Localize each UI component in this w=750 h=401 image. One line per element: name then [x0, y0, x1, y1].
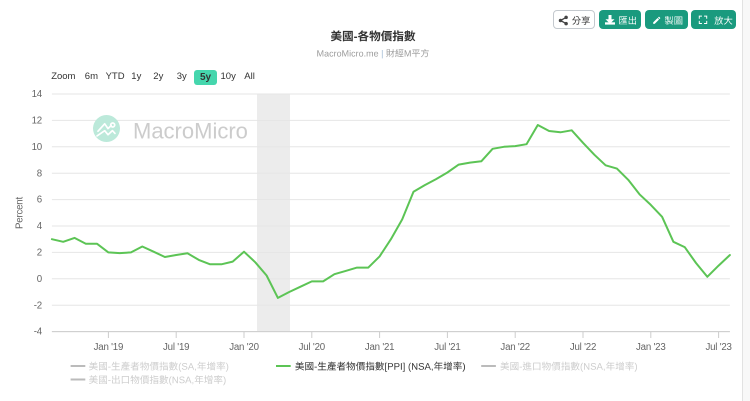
svg-text:10: 10: [32, 142, 43, 153]
svg-text:8: 8: [37, 168, 42, 179]
svg-text:6: 6: [37, 195, 42, 206]
svg-text:Jul '23: Jul '23: [705, 342, 731, 353]
svg-text:Jan '22: Jan '22: [500, 342, 530, 353]
svg-text:Jul '19: Jul '19: [163, 342, 189, 353]
svg-text:0: 0: [37, 274, 43, 285]
svg-text:Jan '23: Jan '23: [636, 342, 666, 353]
svg-text:MacroMicro: MacroMicro: [133, 119, 248, 144]
svg-text:-2: -2: [34, 300, 42, 311]
svg-text:Percent: Percent: [15, 197, 26, 229]
svg-text:12: 12: [32, 116, 42, 127]
svg-text:4: 4: [37, 221, 43, 232]
svg-text:2: 2: [37, 248, 42, 259]
svg-text:Jan '20: Jan '20: [229, 342, 259, 353]
svg-text:Jul '20: Jul '20: [299, 342, 326, 353]
svg-text:14: 14: [32, 89, 43, 100]
svg-text:Jul '22: Jul '22: [570, 342, 596, 353]
svg-text:-4: -4: [34, 327, 43, 338]
svg-text:Jul '21: Jul '21: [434, 342, 460, 353]
svg-text:Jan '19: Jan '19: [94, 342, 124, 353]
svg-text:Jan '21: Jan '21: [365, 342, 395, 353]
